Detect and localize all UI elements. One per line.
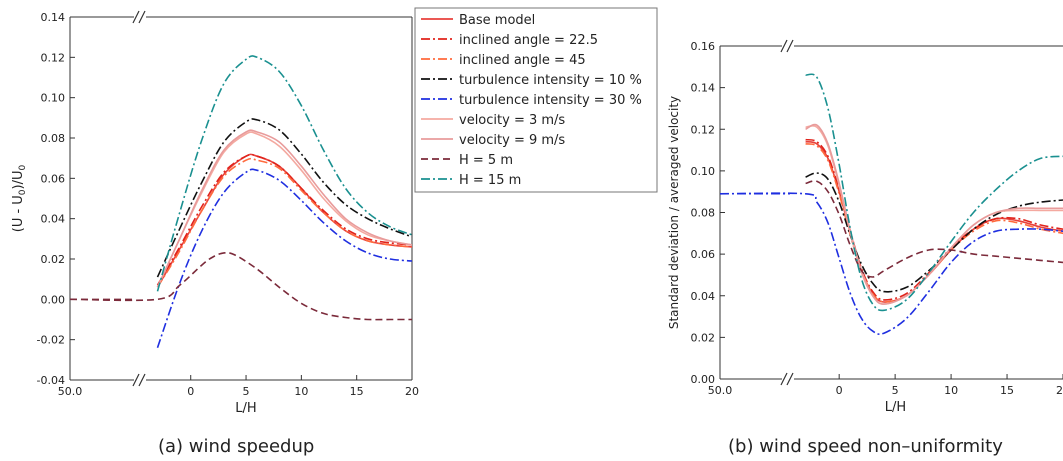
caption-b: (b) wind speed non–uniformity: [728, 436, 1003, 457]
y-tick-label: 0.12: [41, 51, 66, 64]
y-tick-label: 0.04: [41, 213, 66, 226]
series-line-velocity-9-m-s: [156, 129, 412, 288]
legend-label: turbulence intensity = 30 %: [459, 93, 642, 108]
y-tick-label: 0.16: [691, 40, 716, 53]
y-tick-label: 0.02: [691, 331, 716, 344]
x-tick-label: 5: [243, 385, 250, 398]
x-tick-label: 50.0: [708, 384, 733, 397]
y-tick-label: 0.14: [691, 82, 716, 95]
x-axis-label: L/H: [885, 400, 906, 415]
x-tick-label: 20: [1056, 384, 1063, 397]
x-tick-label: 20: [405, 385, 419, 398]
y-tick-label: 0.06: [691, 248, 716, 261]
y-tick-label: -0.04: [37, 374, 65, 387]
x-tick-label: 0: [187, 385, 194, 398]
series-line-inclined-angle-22-5: [805, 138, 1063, 301]
y-tick-label: 0.00: [691, 373, 716, 386]
y-tick-label: 0.04: [691, 290, 716, 303]
axis-break-mark: [132, 10, 140, 24]
series-line-h-15-m: [805, 73, 1063, 312]
axis-break-mark: [786, 372, 794, 386]
x-tick-label: 15: [350, 385, 364, 398]
y-tick-label: 0.08: [691, 207, 716, 220]
series-line-turbulence-intensity-30-: [720, 192, 1063, 335]
series-line-turbulence-intensity-30-: [156, 168, 412, 348]
series-line-base-model: [805, 140, 1063, 303]
axis-break-mark: [780, 372, 788, 386]
y-axis-label: (U - U0)/U0: [11, 164, 28, 232]
chart-panel-a: -0.04 -0.02 0.00 0.02 0.04 0.06 0.08 0.10 0.12 0.…: [11, 7, 658, 416]
x-axis-label: L/H: [235, 401, 256, 416]
axis-break-mark: [138, 373, 146, 387]
series-line-h-5-m: [70, 251, 412, 321]
y-tick-label: 0.10: [41, 92, 66, 105]
y-axis-label-part: )/U: [11, 170, 26, 189]
series-line-velocity-9-m-s: [805, 123, 1063, 305]
legend-label: velocity = 3 m/s: [459, 113, 565, 128]
y-axis-label: Standard deviation / averaged velocity: [667, 96, 681, 329]
series-group: [720, 73, 1063, 335]
series-line-inclined-angle-22-5: [156, 153, 412, 286]
legend-label: turbulence intensity = 10 %: [459, 73, 642, 88]
legend-box: [414, 7, 658, 193]
x-tick-label: 50.0: [58, 385, 83, 398]
x-tick-label: 10: [294, 385, 308, 398]
chart-panel-b: 0.00 0.02 0.04 0.06 0.08 0.10 0.12 0.14 0.16 50.0…: [667, 39, 1063, 415]
y-axis-label-part: (U - U: [11, 195, 26, 232]
legend: Base model inclined angle = 22.5 inclined …: [414, 7, 658, 193]
axis-break-mark: [138, 10, 146, 24]
legend-label: Base model: [459, 13, 535, 28]
series-line-turbulence-intensity-10-: [156, 118, 412, 278]
axis-break-mark: [132, 373, 140, 387]
y-tick-label: -0.02: [37, 334, 65, 347]
legend-label: H = 15 m: [459, 173, 521, 188]
series-group: [70, 55, 412, 348]
caption-a: (a) wind speedup: [158, 436, 315, 457]
axis-break-mark: [786, 39, 794, 53]
x-tick-label: 0: [836, 384, 843, 397]
x-tick-label: 15: [1000, 384, 1014, 397]
axis-break-mark: [780, 39, 788, 53]
y-tick-label: 0.06: [41, 172, 66, 185]
y-axis-label-subscript: 0: [18, 189, 28, 195]
x-tick-label: 10: [944, 384, 958, 397]
series-line-inclined-angle-45: [156, 157, 412, 288]
x-tick-label: 5: [892, 384, 899, 397]
legend-label: inclined angle = 22.5: [459, 33, 598, 48]
y-tick-label: 0.12: [691, 123, 716, 136]
legend-label: H = 5 m: [459, 153, 513, 168]
legend-label: inclined angle = 45: [459, 53, 586, 68]
y-tick-label: 0.00: [41, 293, 66, 306]
y-axis-label-subscript: 0: [18, 164, 28, 170]
series-line-turbulence-intensity-10-: [805, 172, 1063, 293]
y-tick-label: 0.10: [691, 165, 716, 178]
series-line-h-5-m: [805, 180, 1063, 278]
y-tick-label: 0.14: [41, 11, 66, 24]
y-tick-label: 0.02: [41, 253, 66, 266]
legend-label: velocity = 9 m/s: [459, 133, 565, 148]
y-tick-label: 0.08: [41, 132, 66, 145]
series-line-inclined-angle-45: [805, 143, 1063, 303]
series-line-velocity-3-m-s: [156, 131, 412, 288]
